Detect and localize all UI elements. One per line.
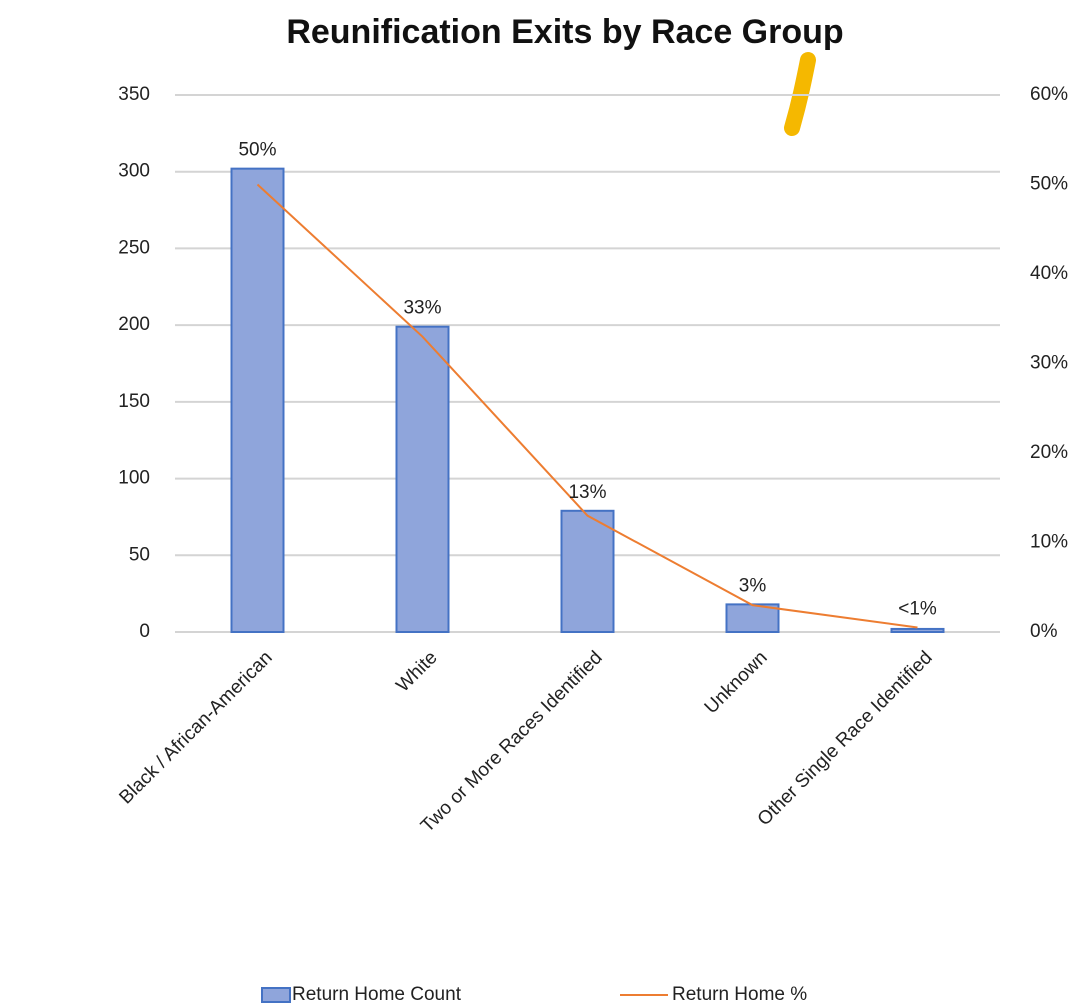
data-label: 13% — [568, 482, 606, 503]
x-tick-label: White — [392, 647, 441, 696]
y-tick-label: 150 — [118, 391, 150, 412]
y-tick-label: 50 — [129, 544, 150, 565]
x-tick-label: Unknown — [701, 647, 772, 718]
y2-tick-label: 0% — [1030, 621, 1058, 642]
y-tick-label: 250 — [118, 237, 150, 258]
y-tick-label: 300 — [118, 161, 150, 182]
scribble — [784, 52, 816, 136]
y-tick-label: 0 — [139, 621, 150, 642]
x-tick-label: Other Single Race Identified — [754, 647, 937, 830]
bar — [560, 509, 615, 634]
bar — [890, 627, 945, 634]
y2-tick-label: 10% — [1030, 532, 1068, 553]
line — [256, 183, 918, 629]
chart-title: Reunification Exits by Race Group — [286, 13, 843, 51]
legend-swatch — [261, 987, 291, 1003]
data-label: 50% — [238, 140, 276, 161]
y-tick-label: 200 — [118, 314, 150, 335]
x-tick-label: Black / African-American — [115, 647, 276, 808]
y2-tick-label: 30% — [1030, 353, 1068, 374]
bar — [395, 325, 450, 633]
legend-label: Return Home Count — [292, 984, 462, 1005]
legend-label: Return Home % — [672, 984, 807, 1005]
y2-tick-label: 40% — [1030, 263, 1068, 284]
y2-tick-label: 60% — [1030, 84, 1068, 105]
y-tick-label: 350 — [118, 84, 150, 105]
data-label: 3% — [739, 575, 767, 596]
y-tick-label: 100 — [118, 468, 150, 489]
x-tick-label: Two or More Races Identified — [417, 647, 607, 837]
bar — [230, 167, 285, 633]
data-label: <1% — [898, 599, 937, 620]
y2-tick-label: 20% — [1030, 442, 1068, 463]
data-label: 33% — [403, 298, 441, 319]
y2-tick-label: 50% — [1030, 174, 1068, 195]
